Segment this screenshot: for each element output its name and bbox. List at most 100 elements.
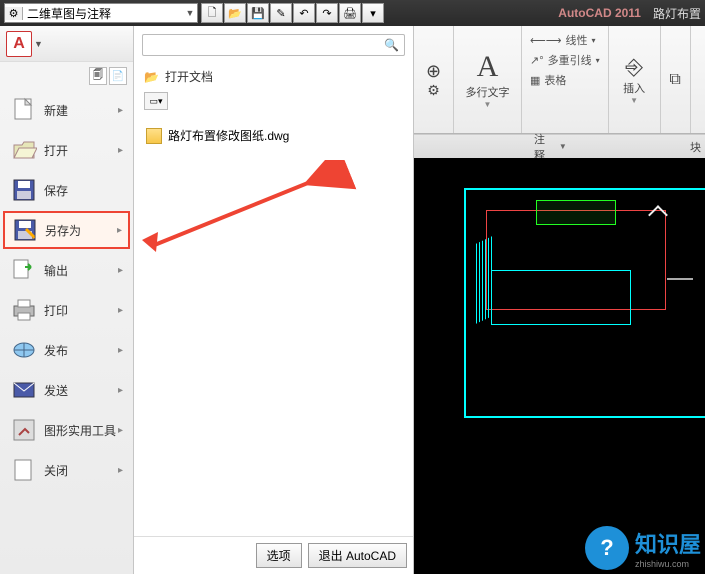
menu-label: 图形实用工具: [44, 422, 118, 439]
line-icon: ⟵⟶: [530, 34, 562, 47]
qat-undo-icon[interactable]: ↶: [293, 3, 315, 23]
qat-save-icon[interactable]: 💾: [247, 3, 269, 23]
menu-item-open[interactable]: 打开 ▸: [3, 131, 130, 169]
chevron-right-icon: ▸: [117, 225, 122, 236]
chevron-down-icon: ▼: [34, 39, 44, 49]
file-list: 路灯布置修改图纸.dwg: [134, 118, 413, 536]
autocad-logo-icon: A: [6, 31, 32, 57]
qat-print-icon[interactable]: 🖨: [339, 3, 361, 23]
search-input[interactable]: [142, 34, 405, 56]
workspace-combo[interactable]: ⚙ 二维草图与注释 ▼: [4, 3, 198, 23]
ribbon-panel-labels: 注释 ▼ 块: [414, 134, 705, 158]
menu-item-send[interactable]: 发送 ▸: [3, 371, 130, 409]
qat-saveas-icon[interactable]: ✎: [270, 3, 292, 23]
dwg-icon: [146, 128, 162, 144]
insert-icon: ⎆: [625, 54, 643, 80]
new-icon: [10, 96, 38, 124]
app-name: AutoCAD 2011: [558, 6, 641, 20]
gear-icon: ⚙: [5, 7, 23, 20]
dim-icon[interactable]: ⊕: [426, 61, 441, 82]
watermark: ? 知识屋 zhishiwu.com: [585, 526, 701, 570]
drawing-plan: [464, 188, 705, 418]
menu-item-export[interactable]: 输出 ▸: [3, 251, 130, 289]
export-icon: [10, 256, 38, 284]
menu-label: 另存为: [45, 222, 117, 239]
view-toggle: ▭▾: [134, 89, 413, 118]
chevron-right-icon: ▸: [118, 385, 123, 396]
gear-small-icon[interactable]: ⚙: [427, 82, 440, 99]
chevron-right-icon: ▸: [118, 345, 123, 356]
block-panel-label[interactable]: 块: [690, 139, 701, 155]
view-icons-row: 🗐 📄: [0, 62, 133, 90]
list-view-icon[interactable]: ▭▾: [144, 92, 168, 110]
dash-mark: [667, 278, 693, 280]
qat-redo-icon[interactable]: ↷: [316, 3, 338, 23]
print-icon: [10, 296, 38, 324]
text-a-icon: A: [477, 50, 499, 84]
search-icon: 🔍: [384, 38, 399, 52]
saveas-icon: [11, 216, 39, 244]
right-area: ⊕ ⚙ A 多行文字 ▼ ⟵⟶线性▾ ↗°多重引线▾ ▦表格 ⎆ 插入 ▼ ⧉: [414, 26, 705, 574]
text-label: 多行文字: [466, 84, 510, 100]
chevron-down-icon[interactable]: ▼: [183, 8, 197, 18]
qat-new-icon[interactable]: 🗋: [201, 3, 223, 23]
linetype-button[interactable]: ⟵⟶线性▾: [530, 32, 600, 48]
text-tool[interactable]: A 多行文字 ▼: [454, 26, 522, 133]
menu-item-publish[interactable]: 发布 ▸: [3, 331, 130, 369]
menu-label: 发布: [44, 342, 118, 359]
save-icon: [10, 176, 38, 204]
menu-item-print[interactable]: 打印 ▸: [3, 291, 130, 329]
menu-label: 打开: [44, 142, 118, 159]
publish-icon: [10, 336, 38, 364]
chevron-right-icon: ▸: [118, 465, 123, 476]
application-menu: A ▼ 🗐 📄 新建 ▸ 打开 ▸ 保存 另存为 ▸ 输出: [0, 26, 134, 574]
close-icon: [10, 456, 38, 484]
menu-label: 发送: [44, 382, 118, 399]
insert-tool[interactable]: ⎆ 插入 ▼: [609, 26, 661, 133]
folder-icon: 📂: [144, 70, 159, 84]
open-icon: [10, 136, 38, 164]
leader-icon: ↗°: [530, 54, 544, 67]
recent-docs-panel: 🔍 📂 打开文档 ▭▾ 路灯布置修改图纸.dwg 选项 退出 AutoCAD: [134, 26, 414, 574]
menu-label: 输出: [44, 262, 118, 279]
recent-view-icon[interactable]: 🗐: [89, 67, 107, 85]
watermark-title: 知识屋: [635, 532, 701, 557]
send-icon: [10, 376, 38, 404]
table-icon: ▦: [530, 74, 540, 87]
qat-more-icon[interactable]: ▾: [362, 3, 384, 23]
options-button[interactable]: 选项: [256, 543, 302, 568]
watermark-sub: zhishiwu.com: [635, 559, 701, 569]
drawing-canvas[interactable]: [414, 158, 705, 574]
annotation-buttons: ⟵⟶线性▾ ↗°多重引线▾ ▦表格: [522, 26, 609, 133]
chevron-right-icon: ▸: [118, 425, 123, 436]
file-item[interactable]: 路灯布置修改图纸.dwg: [144, 124, 403, 147]
menu-label: 新建: [44, 102, 118, 119]
app-logo-button[interactable]: A ▼: [0, 26, 133, 62]
ribbon: ⊕ ⚙ A 多行文字 ▼ ⟵⟶线性▾ ↗°多重引线▾ ▦表格 ⎆ 插入 ▼ ⧉: [414, 26, 705, 134]
menu-label: 关闭: [44, 462, 118, 479]
menu-item-save[interactable]: 保存: [3, 171, 130, 209]
menu-item-new[interactable]: 新建 ▸: [3, 91, 130, 129]
workspace-name: 二维草图与注释: [23, 5, 183, 22]
insert-label: 插入: [623, 80, 645, 96]
menu-item-utilities[interactable]: 图形实用工具 ▸: [3, 411, 130, 449]
mleader-button[interactable]: ↗°多重引线▾: [530, 52, 600, 68]
open-docs-header: 📂 打开文档: [134, 64, 413, 89]
chevron-right-icon: ▸: [118, 145, 123, 156]
open-docs-label: 打开文档: [165, 68, 213, 85]
title-bar: ⚙ 二维草图与注释 ▼ 🗋 📂 💾 ✎ ↶ ↷ 🖨 ▾ AutoCAD 2011…: [0, 0, 705, 26]
more-block-icon[interactable]: ⧉: [669, 71, 680, 89]
chevron-right-icon: ▸: [118, 105, 123, 116]
menu-item-saveas[interactable]: 另存为 ▸: [3, 211, 130, 249]
exit-button[interactable]: 退出 AutoCAD: [308, 543, 407, 568]
chevron-down-icon: ▼: [559, 142, 567, 151]
watermark-icon: ?: [585, 526, 629, 570]
open-view-icon[interactable]: 📄: [109, 67, 127, 85]
doc-name: 路灯布置: [653, 5, 701, 22]
qat-open-icon[interactable]: 📂: [224, 3, 246, 23]
table-button[interactable]: ▦表格: [530, 72, 600, 88]
menu-item-close[interactable]: 关闭 ▸: [3, 451, 130, 489]
menu-label: 打印: [44, 302, 118, 319]
chevron-right-icon: ▸: [118, 305, 123, 316]
util-icon: [10, 416, 38, 444]
